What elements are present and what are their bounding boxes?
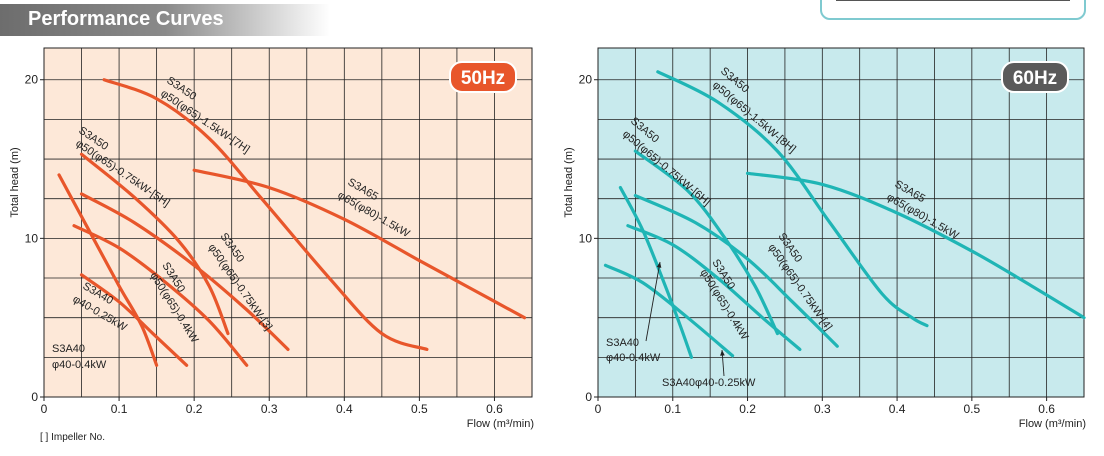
y-axis-label: Total head (m) — [563, 147, 575, 217]
x-axis-label: Flow (m³/min) — [1019, 418, 1086, 430]
x-tick-label: 0.1 — [111, 402, 128, 416]
y-tick-label: 20 — [579, 73, 593, 87]
series-curve — [656, 70, 929, 328]
x-tick-label: 0.1 — [664, 402, 681, 416]
x-tick-label: 0.6 — [486, 402, 503, 416]
header-box — [820, 0, 1086, 20]
y-tick-label: 10 — [25, 231, 39, 245]
x-axis-label: Flow (m³/min) — [467, 418, 534, 430]
x-tick-label: 0.5 — [411, 402, 428, 416]
x-tick-label: 0.4 — [889, 402, 906, 416]
curve-label: S3A40 — [52, 343, 85, 355]
x-tick-label: 0.3 — [814, 402, 831, 416]
series-curve — [79, 152, 230, 336]
series-curve — [192, 168, 527, 320]
x-tick-label: 0.5 — [964, 402, 981, 416]
frequency-badge — [1001, 61, 1069, 93]
leader-line — [645, 261, 661, 342]
frequency-badge-label: 60Hz — [1013, 68, 1057, 89]
curve-label: S3A40 — [606, 337, 639, 349]
frequency-badge-label: 50Hz — [461, 68, 505, 89]
curve-label: S3A40φ40-0.25kW — [662, 377, 756, 389]
frequency-badge — [449, 61, 517, 93]
series-curve — [633, 149, 780, 336]
y-axis-label: Total head (m) — [9, 147, 21, 217]
series-curve — [79, 273, 189, 367]
x-tick-label: 0.3 — [261, 402, 278, 416]
series-curve — [745, 171, 1086, 320]
plot-frame — [43, 47, 533, 398]
x-tick-label: 0.6 — [1038, 402, 1055, 416]
y-tick-label: 0 — [31, 390, 38, 404]
series-curve — [618, 186, 694, 359]
plot-frame — [597, 47, 1085, 398]
series-curve — [72, 224, 249, 367]
footnote: [ ] Impeller No. — [40, 432, 106, 443]
series-curve — [603, 263, 735, 358]
y-tick-label: 10 — [579, 231, 593, 245]
x-tick-label: 0 — [41, 402, 48, 416]
x-tick-label: 0.4 — [336, 402, 353, 416]
y-tick-label: 0 — [585, 390, 592, 404]
x-tick-label: 0.2 — [186, 402, 203, 416]
y-tick-label: 20 — [25, 73, 39, 87]
plot-area — [598, 48, 1084, 397]
x-tick-label: 0 — [595, 402, 602, 416]
series-curve — [79, 192, 290, 352]
header-box-line — [836, 0, 1070, 1]
series-curve — [102, 78, 429, 352]
curve-label: φ40-0.4kW — [52, 359, 107, 371]
section-header: Performance Curves — [0, 4, 330, 36]
series-curve — [633, 193, 839, 348]
series-curve — [57, 173, 159, 367]
leader-arrowhead — [656, 262, 662, 268]
curve-label: φ40-0.4kW — [606, 352, 661, 364]
leader-arrowhead — [720, 350, 725, 356]
section-title: Performance Curves — [28, 8, 224, 30]
x-tick-label: 0.2 — [739, 402, 756, 416]
plot-area — [44, 48, 532, 397]
